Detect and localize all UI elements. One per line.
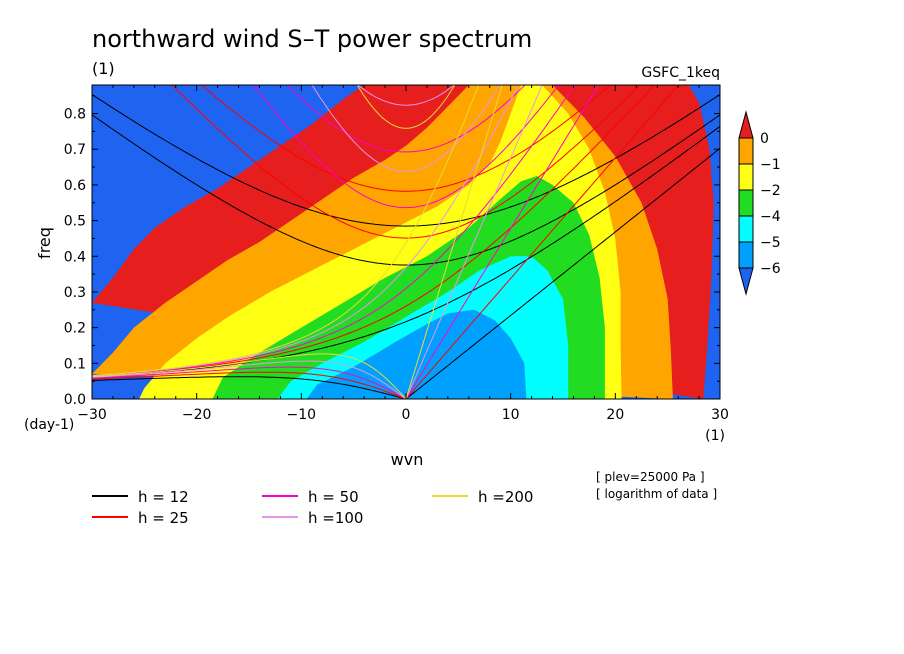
dispersion-curve: [405, 85, 680, 399]
dispersion-curve: [92, 376, 407, 399]
filled-contours: [92, 85, 714, 399]
colorbar-arrow-top: [738, 110, 754, 139]
dispersion-curves: [92, 85, 720, 399]
dispersion-curve: [92, 85, 656, 377]
x-tick-label: −10: [287, 407, 317, 423]
legend: h = 12 h = 25 h = 50 h =100 h =200: [92, 488, 533, 527]
dispersion-curve: [92, 85, 480, 377]
plot-area: [92, 85, 720, 399]
colorbar-label: 0: [760, 131, 769, 147]
dispersion-curve: [405, 85, 543, 399]
y-tick-label: 0.3: [64, 285, 86, 301]
legend-label: h =200: [478, 488, 533, 506]
chart-subtitle-right: GSFC_1keq: [641, 65, 720, 81]
dispersion-curve: [92, 114, 720, 266]
dispersion-curve: [252, 85, 560, 209]
dispersion-curve: [92, 366, 407, 399]
dispersion-curve: [92, 353, 407, 399]
x-tick-label: 30: [711, 407, 729, 423]
annotation-plev: [ plev=25000 Pa ]: [596, 470, 705, 484]
dispersion-curve: [405, 85, 600, 399]
colorbar-segment: [738, 137, 754, 165]
x-tick-label: −20: [182, 407, 212, 423]
legend-label: h = 12: [138, 488, 189, 506]
dispersion-curve: [92, 85, 519, 377]
chart-title: northward wind S–T power spectrum: [92, 25, 532, 53]
colorbar: 0 −1 −2 −4 −5 −6: [738, 110, 781, 296]
dispersion-curve: [92, 360, 407, 399]
y-tick-label: 0.8: [64, 107, 86, 123]
y-tick-label: 0.2: [64, 321, 86, 337]
legend-label: h =100: [308, 509, 363, 527]
legend-label: h = 25: [138, 509, 189, 527]
colorbar-label: −2: [760, 183, 781, 199]
colorbar-segment: [738, 189, 754, 217]
chart-subtitle-left: (1): [92, 59, 115, 78]
x-tick-label: 10: [502, 407, 520, 423]
dispersion-curve: [405, 85, 503, 399]
colorbar-segment: [738, 241, 754, 269]
dispersion-curve: [286, 85, 526, 153]
y-tick-label: 0.1: [64, 356, 86, 372]
y-axis-ticks: 0.0 0.1 0.2 0.3 0.4 0.5 0.6 0.7 0.8: [64, 95, 720, 408]
x-tick-label: 0: [402, 407, 411, 423]
dispersion-curve: [92, 85, 576, 377]
y-tick-label: 0.7: [64, 142, 86, 158]
dispersion-curve: [405, 147, 720, 399]
x-tick-label: −30: [77, 407, 107, 423]
y-axis-label: freq: [35, 227, 54, 259]
dispersion-curve: [311, 85, 501, 172]
legend-label: h = 50: [308, 488, 359, 506]
y-tick-label: 0.5: [64, 214, 86, 230]
contour-level-fill: [306, 309, 527, 399]
y-tick-label: 0.4: [64, 249, 86, 265]
colorbar-label: −1: [760, 157, 781, 173]
annotation-logarithm: [ logarithm of data ]: [596, 487, 717, 501]
colorbar-segment: [738, 163, 754, 191]
dispersion-curve: [171, 85, 641, 239]
dispersion-curve: [92, 125, 720, 378]
y-tick-label: 0.6: [64, 178, 86, 194]
x-unit-label: (1): [705, 428, 725, 444]
colorbar-arrow-bottom: [738, 267, 754, 296]
colorbar-label: −6: [760, 261, 781, 277]
y-unit-label: (day-1): [24, 417, 74, 433]
colorbar-label: −5: [760, 235, 781, 251]
dispersion-curve: [356, 85, 456, 129]
colorbar-label: −4: [760, 209, 781, 225]
x-axis-label: wvn: [391, 450, 424, 469]
x-tick-label: 20: [606, 407, 624, 423]
dispersion-curve: [92, 371, 407, 399]
colorbar-segment: [738, 215, 754, 243]
y-tick-label: 0.0: [64, 392, 86, 408]
dispersion-curve: [200, 85, 612, 192]
x-axis-ticks: −30 −20 −10 0 10 20 30: [77, 85, 729, 423]
dispersion-curve: [357, 85, 455, 106]
